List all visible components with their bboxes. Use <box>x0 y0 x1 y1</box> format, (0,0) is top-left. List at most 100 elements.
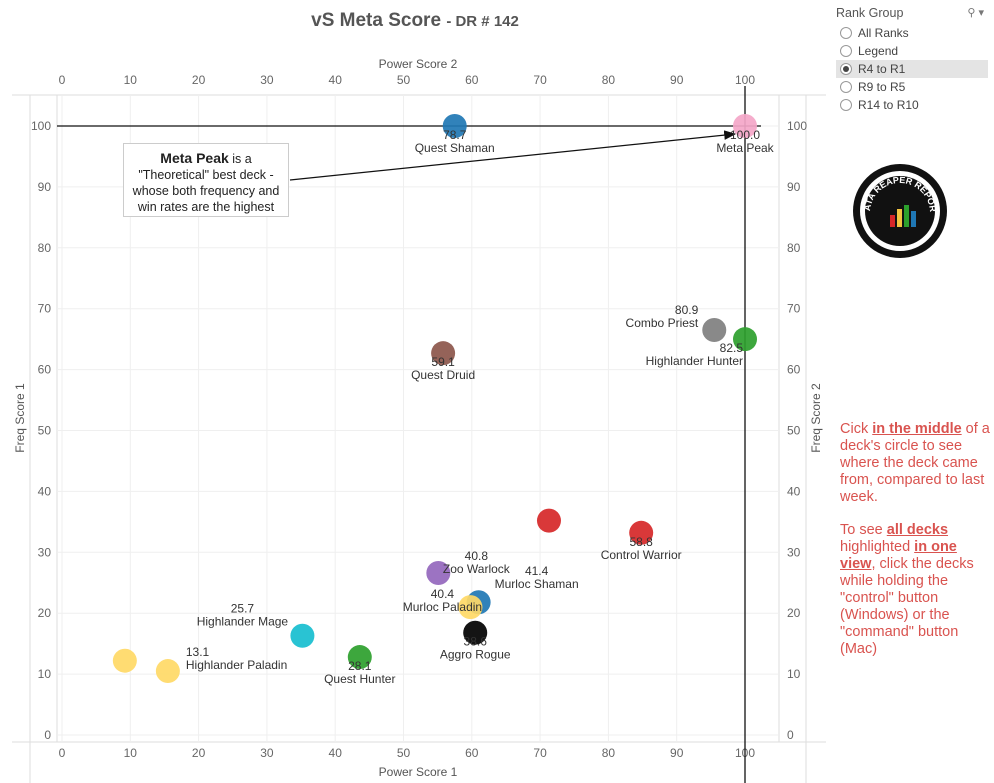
chart-title: vS Meta Score - DR # 142 <box>0 10 830 32</box>
y-right-tick-label: 100 <box>787 119 807 133</box>
rank-option-label: R14 to R10 <box>858 98 919 112</box>
x-top-tick-label: 70 <box>533 73 547 87</box>
x-bottom-tick-label: 0 <box>59 746 66 760</box>
radio-icon[interactable] <box>840 99 852 111</box>
instructions: Cick in the middle of a deck's circle to… <box>840 421 990 674</box>
y-right-tick-label: 0 <box>787 728 794 742</box>
note-text: , click the decks while holding the "con… <box>840 556 974 657</box>
data-point <box>155 659 180 684</box>
meta-peak-text-2: "Theoretical" best deck - <box>138 168 274 182</box>
y-left-tick-label: 80 <box>38 241 52 255</box>
point-deck-label: Aggro Rogue <box>440 648 511 662</box>
data-point <box>290 623 315 648</box>
point-deck-label: Quest Shaman <box>415 141 495 155</box>
data-point <box>442 114 467 138</box>
x-top-tick-label: 10 <box>124 73 138 87</box>
x-bottom-tick-label: 30 <box>260 746 274 760</box>
x-top-tick-label: 80 <box>602 73 616 87</box>
point-score-label: 80.9 <box>675 303 699 317</box>
x-bottom-tick-label: 60 <box>465 746 479 760</box>
y-right-tick-label: 70 <box>787 302 801 316</box>
point-score-label: 25.7 <box>231 602 255 616</box>
point-deck-label: Murloc Shaman <box>495 577 579 591</box>
point-score-label: 41.4 <box>525 564 549 578</box>
x-bottom-tick-label: 70 <box>533 746 547 760</box>
rank-option-r4-r1[interactable]: R4 to R1 <box>836 60 988 78</box>
x-axis-top-label: Power Score 2 <box>379 57 458 71</box>
point-score-label: 38.6 <box>464 635 488 649</box>
point-score-label: 78.7 <box>443 128 467 142</box>
rank-group-filter: Rank Group ⚲ ▾ All Ranks Legend R4 to R1… <box>836 6 988 114</box>
y-axis-right-label: Freq Score 2 <box>809 383 823 453</box>
y-left-tick-label: 0 <box>44 728 51 742</box>
meta-peak-text-4: win rates are the highest <box>137 200 275 214</box>
x-bottom-tick-label: 80 <box>602 746 616 760</box>
x-top-tick-label: 50 <box>397 73 411 87</box>
radio-selected-icon[interactable] <box>840 63 852 75</box>
y-left-tick-label: 10 <box>38 667 52 681</box>
note-emphasis: in the middle <box>872 421 962 437</box>
point-score-label: 40.4 <box>431 587 455 601</box>
y-left-tick-label: 50 <box>38 424 52 438</box>
y-right-tick-label: 20 <box>787 606 801 620</box>
point-deck-label: Meta Peak <box>716 141 774 155</box>
x-bottom-tick-label: 90 <box>670 746 684 760</box>
y-left-tick-label: 40 <box>38 484 52 498</box>
point-score-label: 58.8 <box>630 535 654 549</box>
rank-option-label: R9 to R5 <box>858 80 906 94</box>
x-top-tick-label: 40 <box>329 73 343 87</box>
data-reaper-logo: DATA REAPER REPORT <box>852 163 947 258</box>
y-right-tick-label: 40 <box>787 484 801 498</box>
y-right-tick-label: 50 <box>787 424 801 438</box>
y-left-tick-label: 20 <box>38 606 52 620</box>
x-top-tick-label: 30 <box>260 73 274 87</box>
x-top-tick-label: 60 <box>465 73 479 87</box>
y-left-tick-label: 70 <box>38 302 52 316</box>
x-top-tick-label: 90 <box>670 73 684 87</box>
data-point <box>733 327 757 352</box>
y-left-tick-label: 90 <box>38 180 52 194</box>
point-deck-label: Quest Druid <box>411 368 475 382</box>
rank-option-legend[interactable]: Legend <box>836 42 988 60</box>
x-top-tick-label: 100 <box>735 73 755 87</box>
point-deck-label: Quest Hunter <box>324 672 395 686</box>
rank-option-r14-r10[interactable]: R14 to R10 <box>836 96 988 114</box>
y-right-tick-label: 90 <box>787 180 801 194</box>
data-point <box>426 561 451 586</box>
point-deck-label: Highlander Mage <box>197 615 289 629</box>
rank-option-label: Legend <box>858 44 899 58</box>
meta-peak-strong: Meta Peak <box>160 150 229 166</box>
rank-group-label: Rank Group <box>836 6 904 20</box>
x-axis-bottom-label: Power Score 1 <box>379 765 458 779</box>
x-bottom-tick-label: 20 <box>192 746 206 760</box>
point-deck-label: Zoo Warlock <box>443 562 511 576</box>
y-right-tick-label: 30 <box>787 545 801 559</box>
y-right-tick-label: 60 <box>787 363 801 377</box>
y-axis-left-label: Freq Score 1 <box>13 383 27 453</box>
note-text: Cick <box>840 421 873 437</box>
meta-peak-text-1: is a <box>228 152 252 166</box>
meta-peak-arrow <box>289 130 737 181</box>
note-text: of a deck's circle to see where the deck… <box>840 421 990 505</box>
data-point <box>458 595 483 620</box>
point-deck-label: Murloc Paladin <box>403 600 482 614</box>
x-bottom-tick-label: 40 <box>329 746 343 760</box>
y-left-tick-label: 60 <box>38 363 52 377</box>
rank-option-all-ranks[interactable]: All Ranks <box>836 24 988 42</box>
note-text: To see <box>840 522 887 538</box>
rank-option-label: All Ranks <box>858 26 909 40</box>
data-point <box>463 620 488 645</box>
x-bottom-tick-label: 50 <box>397 746 411 760</box>
point-score-label: 59.1 <box>431 355 455 369</box>
point-score-label: 100.0 <box>730 128 760 142</box>
filter-menu-icon[interactable]: ⚲ ▾ <box>967 7 984 19</box>
data-point <box>536 508 561 533</box>
radio-icon[interactable] <box>840 27 852 39</box>
radio-icon[interactable] <box>840 81 852 93</box>
chart-title-main: vS Meta Score <box>311 10 442 31</box>
radio-icon[interactable] <box>840 45 852 57</box>
note-emphasis: all decks <box>886 522 949 538</box>
rank-option-r9-r5[interactable]: R9 to R5 <box>836 78 988 96</box>
chart-subtitle: - DR # 142 <box>446 13 519 30</box>
